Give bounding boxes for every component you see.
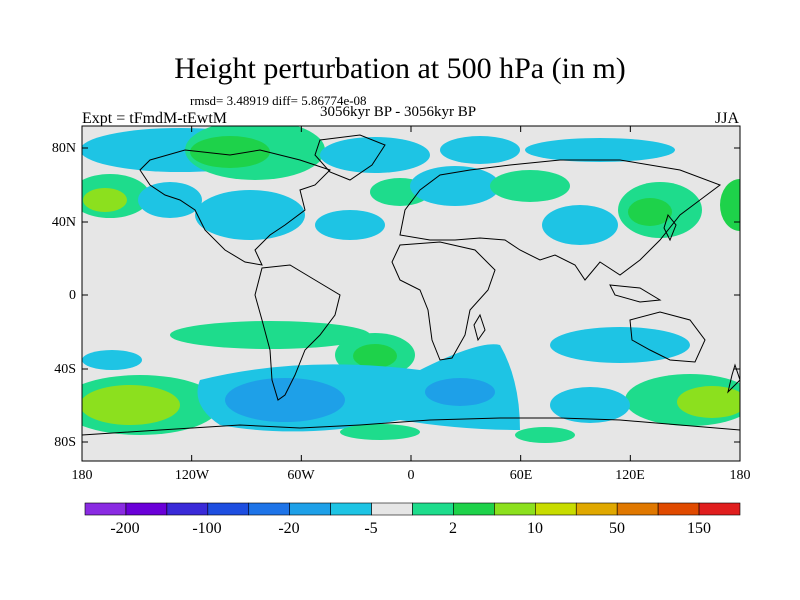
colorbar-label: -200 xyxy=(110,520,140,537)
colorbar-swatch xyxy=(371,502,413,516)
colorbar-swatch xyxy=(657,502,700,516)
colorbar-swatch xyxy=(330,502,372,516)
colorbar-swatch xyxy=(125,502,168,516)
colorbar-swatch xyxy=(575,502,618,516)
lat-label: 0 xyxy=(69,288,76,303)
height-field xyxy=(82,126,740,443)
colorbar xyxy=(84,502,741,516)
experiment-label: Expt = tFmdM-tEwtM xyxy=(82,110,228,127)
colorbar-swatch xyxy=(535,502,577,516)
colorbar-swatch xyxy=(412,502,454,516)
lon-label: 180 xyxy=(71,468,93,483)
lat-label: 40S xyxy=(54,362,76,377)
lon-label: 60W xyxy=(287,468,315,483)
colorbar-swatch xyxy=(453,502,495,516)
coastlines xyxy=(82,134,740,436)
period-label: 3056kyr BP - 3056kyr BP xyxy=(320,104,477,120)
colorbar-swatch xyxy=(494,502,536,516)
colorbar-swatch xyxy=(698,502,741,516)
colorbar-swatch xyxy=(289,502,331,516)
lon-label: 120E xyxy=(615,468,645,483)
colorbar-label: -20 xyxy=(278,520,300,537)
colorbar-swatch xyxy=(248,502,290,516)
lon-label: 180 xyxy=(729,468,751,483)
stats-line: rmsd= 3.48919 diff= 5.86774e-08 xyxy=(190,93,367,108)
lon-label: 0 xyxy=(407,468,415,483)
season-label: JJA xyxy=(715,110,740,127)
colorbar-label: 10 xyxy=(527,520,543,537)
chart-title: Height perturbation at 500 hPa (in m) xyxy=(174,52,626,85)
lon-label: 120W xyxy=(174,468,210,483)
colorbar-swatch xyxy=(166,502,209,516)
colorbar-label: 50 xyxy=(609,520,625,537)
colorbar-swatch xyxy=(84,502,127,516)
lat-label: 40N xyxy=(51,215,76,230)
colorbar-swatch xyxy=(207,502,250,516)
axis-ticks xyxy=(81,126,741,461)
colorbar-label: 150 xyxy=(687,520,711,537)
colorbar-label: -100 xyxy=(192,520,222,537)
lat-label: 80N xyxy=(51,141,76,156)
colorbar-label: -5 xyxy=(364,520,378,537)
colorbar-swatch xyxy=(616,502,659,516)
colorbar-label: 2 xyxy=(449,520,457,537)
lat-label: 80S xyxy=(54,435,76,450)
lon-label: 60E xyxy=(509,468,533,483)
